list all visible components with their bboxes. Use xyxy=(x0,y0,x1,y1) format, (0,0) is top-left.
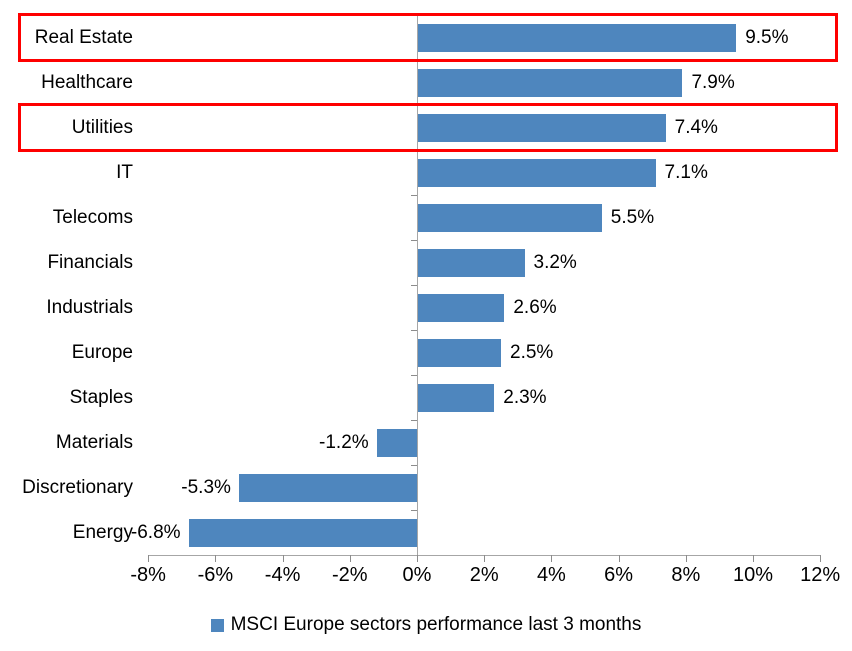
x-axis-tick xyxy=(417,555,418,562)
bar xyxy=(188,518,417,547)
category-label: Utilities xyxy=(71,116,133,138)
value-label: 7.1% xyxy=(664,161,708,183)
bar xyxy=(238,473,417,502)
category-label: Materials xyxy=(55,431,133,453)
bar xyxy=(417,383,495,412)
y-axis-tick xyxy=(411,240,417,241)
bar xyxy=(417,158,656,187)
value-label: 2.5% xyxy=(510,341,554,363)
x-axis-tick xyxy=(753,555,754,562)
legend: MSCI Europe sectors performance last 3 m… xyxy=(0,610,852,640)
bar xyxy=(417,68,683,97)
category-label: Staples xyxy=(69,386,133,408)
legend-label: MSCI Europe sectors performance last 3 m… xyxy=(230,614,642,635)
x-axis-tick xyxy=(551,555,553,562)
bar xyxy=(417,203,602,232)
x-axis-tick xyxy=(349,555,351,562)
y-axis-tick xyxy=(411,375,417,376)
category-label: Energy xyxy=(72,521,133,543)
category-label: Telecoms xyxy=(52,206,133,228)
legend-marker-icon xyxy=(210,618,224,632)
category-label: Financials xyxy=(47,251,133,273)
value-label: -5.3% xyxy=(181,476,231,498)
x-axis-tick xyxy=(215,555,217,562)
y-axis-tick xyxy=(411,195,417,196)
value-label: 2.6% xyxy=(513,296,557,318)
value-label: 3.2% xyxy=(533,251,577,273)
x-tick-label: 10% xyxy=(732,564,774,586)
x-tick-label: -4% xyxy=(264,564,301,586)
value-label: -6.8% xyxy=(130,521,181,543)
category-label: IT xyxy=(116,161,133,183)
x-axis-tick xyxy=(484,555,486,562)
y-axis-tick xyxy=(411,465,417,466)
value-label: 9.5% xyxy=(745,26,789,48)
category-label: Real Estate xyxy=(34,26,133,48)
highlight-box-real-estate xyxy=(18,13,838,62)
y-axis-tick xyxy=(411,510,417,511)
category-label: Industrials xyxy=(46,296,133,318)
y-axis-tick xyxy=(411,330,417,331)
bar xyxy=(417,248,525,277)
y-axis-tick xyxy=(411,285,417,286)
value-label: 5.5% xyxy=(610,206,655,228)
x-tick-label: 12% xyxy=(800,564,841,586)
y-axis-tick xyxy=(411,420,417,421)
value-label: 7.9% xyxy=(691,71,735,93)
bar xyxy=(417,338,501,367)
value-label: -1.2% xyxy=(319,431,369,453)
x-tick-label: 0% xyxy=(402,564,432,586)
bar xyxy=(417,113,666,142)
category-label: Discretionary xyxy=(22,476,133,498)
x-tick-label: 2% xyxy=(469,564,499,586)
value-label: 2.3% xyxy=(503,386,547,408)
bar xyxy=(417,23,737,52)
x-tick-label: 4% xyxy=(536,564,566,586)
x-axis-tick xyxy=(282,555,284,562)
x-tick-label: -8% xyxy=(130,564,166,586)
y-axis-line xyxy=(417,15,418,555)
bar xyxy=(376,428,417,457)
category-label: Healthcare xyxy=(41,71,133,93)
highlight-box-utilities xyxy=(18,103,838,152)
x-axis-tick xyxy=(618,555,620,562)
x-tick-label: -6% xyxy=(197,564,234,586)
x-tick-label: 6% xyxy=(604,564,634,586)
bar xyxy=(417,293,505,322)
x-tick-label: 8% xyxy=(671,564,701,586)
x-axis-tick xyxy=(148,555,150,562)
category-label: Europe xyxy=(71,341,133,363)
x-tick-label: -2% xyxy=(332,564,368,586)
x-axis-tick xyxy=(685,555,687,562)
value-label: 7.4% xyxy=(674,116,718,138)
x-axis-tick xyxy=(820,555,822,562)
